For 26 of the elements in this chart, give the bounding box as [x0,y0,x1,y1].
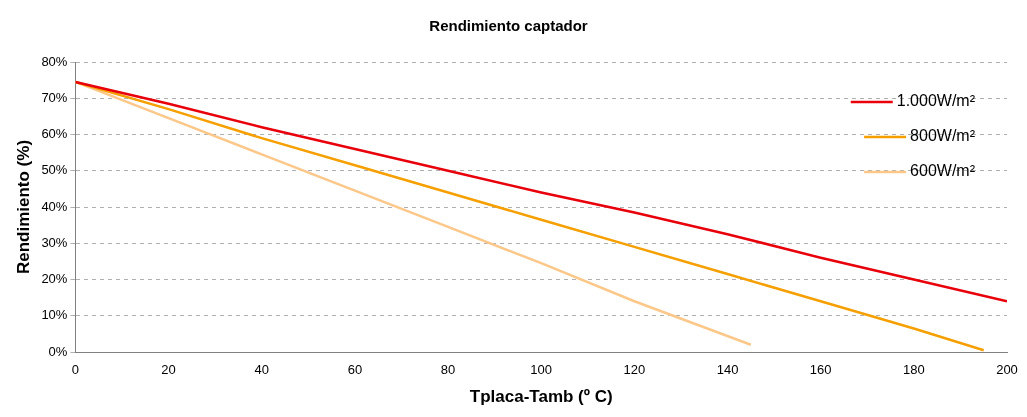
y-tick-label: 50% [41,162,68,178]
x-tick-label: 100 [530,362,553,378]
x-axis-title: Tplaca-Tamb (º C) [469,387,613,407]
legend-label: 600W/m² [910,162,976,180]
x-tick-label: 40 [254,362,269,378]
x-tick-label: 160 [809,362,832,378]
legend-label: 800W/m² [910,127,976,145]
x-tick-label: 0 [71,362,80,378]
y-tick-label: 60% [41,126,68,142]
x-tick-label: 60 [347,362,363,378]
y-tick-label: 0% [48,343,68,359]
y-tick-label: 30% [41,234,68,250]
x-tick-label: 80 [440,362,456,378]
x-tick-label: 180 [902,362,925,378]
y-tick-label: 20% [41,271,68,287]
x-tick-label: 140 [716,362,739,378]
x-tick-label: 120 [623,362,646,378]
y-tick-label: 80% [41,53,68,69]
x-tick-label: 20 [161,362,176,378]
y-axis-title: Rendimiento (%) [13,139,33,275]
y-tick-label: 40% [41,198,68,214]
y-tick-label: 10% [41,307,68,323]
legend-label: 1.000W/m² [896,92,976,110]
x-tick-label: 200 [996,362,1018,378]
y-tick-label: 70% [41,89,68,105]
chart-title: Rendimiento captador [429,17,588,35]
